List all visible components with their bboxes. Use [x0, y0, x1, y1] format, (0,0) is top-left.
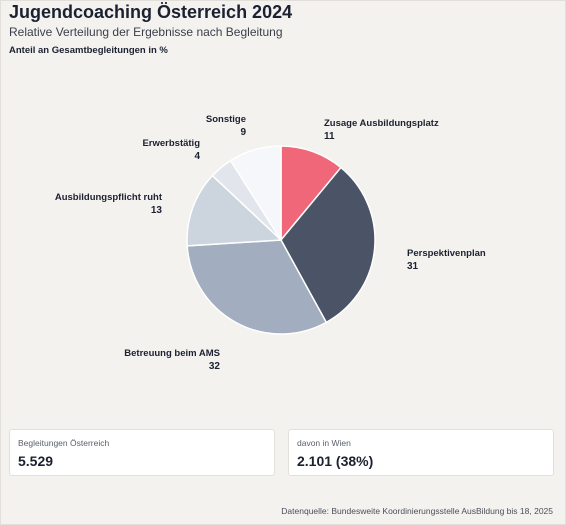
slice-value-erwerbstaetig: 4 [194, 151, 200, 162]
card-davon-in-wien: davon in Wien 2.101 (38%) [288, 429, 554, 476]
slice-label-perspektivenplan: Perspektivenplan [407, 248, 486, 259]
chart-subtitle: Relative Verteilung der Ergebnisse nach … [9, 25, 283, 39]
card-begleitungen-oesterreich: Begleitungen Österreich 5.529 [9, 429, 275, 476]
card-value: 5.529 [18, 453, 54, 469]
pie-slice-ausbildungspflicht-ruht[interactable] [186, 174, 282, 247]
slice-value-betreuung-beim-ams: 32 [209, 361, 221, 372]
slice-value-zusage-ausbildungsplatz: 11 [324, 131, 335, 142]
card-value: 2.101 (38%) [297, 453, 374, 469]
chart-title: Jugendcoaching Österreich 2024 [9, 2, 293, 22]
unit-label: Anteil an Gesamtbegleitungen in % [9, 45, 168, 56]
slice-label-sonstige: Sonstige [206, 114, 246, 125]
slice-value-perspektivenplan: 31 [407, 261, 419, 272]
pie-slice-perspektivenplan[interactable] [280, 166, 376, 324]
slice-value-ausbildungspflicht-ruht: 13 [151, 205, 163, 216]
slice-value-sonstige: 9 [240, 127, 246, 138]
slice-label-betreuung-beim-ams: Betreuung beim AMS [124, 348, 220, 359]
card-label: davon in Wien [297, 438, 351, 448]
card-label: Begleitungen Österreich [18, 438, 110, 448]
slice-label-erwerbstaetig: Erwerbstätig [142, 138, 200, 149]
pie-slice-sonstige[interactable] [229, 145, 282, 241]
pie-slice-zusage-ausbildungsplatz[interactable] [280, 145, 342, 241]
slice-label-ausbildungspflicht-ruht: Ausbildungspflicht ruht [55, 192, 163, 203]
pie-slice-betreuung-beim-ams[interactable] [186, 239, 328, 335]
slice-label-zusage-ausbildungsplatz: Zusage Ausbildungsplatz [324, 118, 439, 129]
data-source: Datenquelle: Bundesweite Koordinierungss… [281, 506, 553, 516]
